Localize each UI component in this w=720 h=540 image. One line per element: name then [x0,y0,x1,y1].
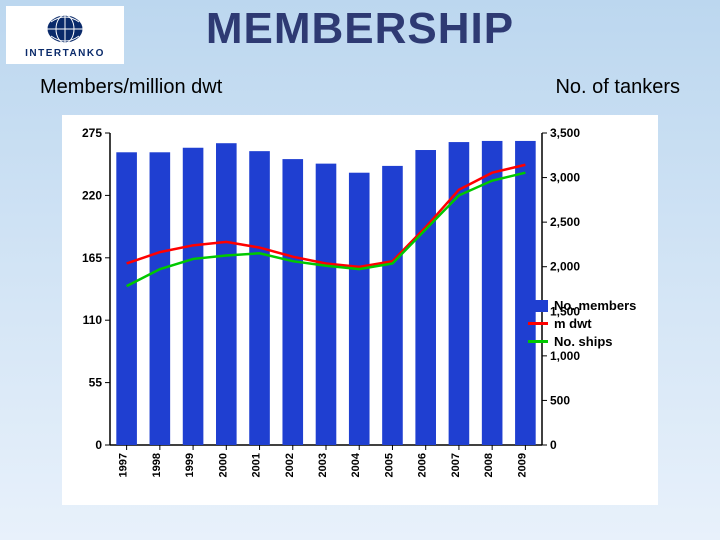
legend-item: No. members [528,298,636,313]
svg-text:220: 220 [82,188,102,202]
svg-text:2004: 2004 [350,452,362,477]
svg-text:1999: 1999 [184,453,196,477]
svg-text:2008: 2008 [483,453,495,477]
svg-text:2003: 2003 [317,453,329,477]
legend-label: No. ships [554,334,613,349]
svg-text:500: 500 [550,393,570,407]
svg-text:3,500: 3,500 [550,126,580,140]
svg-text:55: 55 [89,376,103,390]
legend-marker [528,340,548,343]
svg-text:2,500: 2,500 [550,215,580,229]
legend-marker [528,300,548,312]
svg-text:1997: 1997 [118,453,130,477]
legend-item: m dwt [528,316,636,331]
page-title: MEMBERSHIP [0,4,720,54]
y-axis-left-label: Members/million dwt [40,76,222,99]
svg-text:0: 0 [550,438,557,452]
svg-text:2005: 2005 [383,453,395,477]
svg-text:0: 0 [95,438,102,452]
svg-text:110: 110 [83,313,103,327]
svg-text:2006: 2006 [417,453,429,477]
svg-text:275: 275 [82,126,102,140]
legend-item: No. ships [528,334,636,349]
svg-text:2001: 2001 [251,453,263,477]
svg-text:165: 165 [82,251,102,265]
svg-text:2000: 2000 [217,453,229,477]
svg-text:3,000: 3,000 [550,171,580,185]
svg-text:2007: 2007 [450,453,462,477]
legend-label: m dwt [554,316,592,331]
svg-text:1998: 1998 [151,453,163,477]
svg-text:2002: 2002 [284,453,296,477]
legend-marker [528,322,548,325]
svg-text:2009: 2009 [516,453,528,477]
svg-text:2,000: 2,000 [550,260,580,274]
y-axis-right-label: No. of tankers [555,76,680,99]
legend-label: No. members [554,298,636,313]
legend: No. members m dwt No. ships [528,295,636,352]
slide: INTERTANKO MEMBERSHIP Members/million dw… [0,0,720,540]
